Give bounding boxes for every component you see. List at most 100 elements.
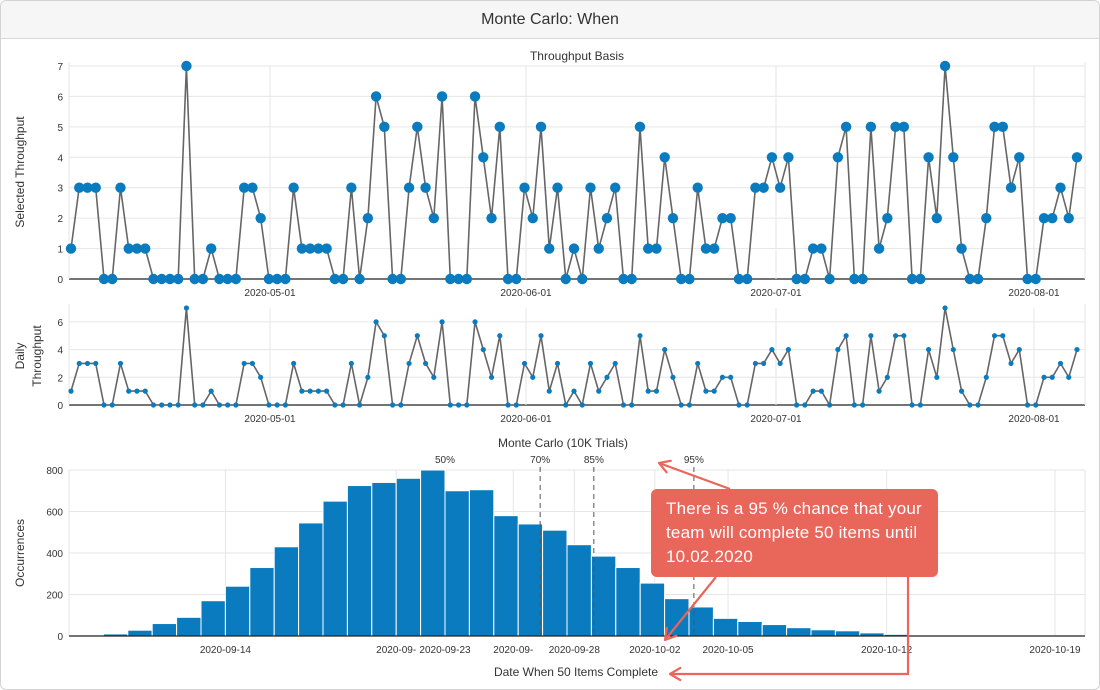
data-point <box>917 402 923 408</box>
y-tick-label: 400 <box>46 549 63 560</box>
y-tick-label: 3 <box>57 184 63 195</box>
data-point <box>1071 152 1083 163</box>
data-point <box>420 182 431 193</box>
data-point <box>766 152 778 163</box>
data-point <box>84 360 91 367</box>
chart-title: Throughput Basis <box>530 49 624 63</box>
data-point <box>840 121 852 133</box>
data-point <box>428 212 440 224</box>
histogram-bar <box>346 485 373 637</box>
y-axis-label: Selected Throughput <box>13 116 27 228</box>
data-point <box>1005 182 1017 193</box>
histogram-bar <box>786 627 812 637</box>
data-point <box>843 333 849 339</box>
data-point <box>942 305 948 311</box>
window-titlebar: Monte Carlo: When <box>1 1 1099 39</box>
histogram-bar <box>395 477 422 637</box>
data-point <box>337 273 349 285</box>
data-point <box>651 243 662 254</box>
data-point <box>939 60 951 72</box>
data-point <box>662 346 668 353</box>
data-point <box>1038 212 1050 224</box>
data-point <box>445 273 456 285</box>
data-point <box>381 333 387 339</box>
data-point <box>744 402 750 408</box>
data-point <box>131 243 143 254</box>
data-point <box>975 402 981 408</box>
data-point <box>876 388 882 394</box>
data-point <box>950 346 956 353</box>
data-point <box>909 402 915 408</box>
histogram-bar <box>664 598 690 637</box>
data-point <box>554 360 561 367</box>
data-point <box>436 91 448 102</box>
data-point <box>332 402 338 408</box>
data-point <box>964 273 976 285</box>
data-point <box>140 243 151 254</box>
data-point <box>282 402 288 408</box>
data-point <box>315 388 321 394</box>
data-point <box>810 388 816 394</box>
data-point <box>604 374 610 380</box>
data-point <box>645 388 651 394</box>
data-point <box>571 388 577 394</box>
data-point <box>925 346 932 353</box>
data-point <box>827 402 833 408</box>
data-point <box>725 212 736 224</box>
data-point <box>659 152 670 163</box>
data-point <box>329 273 341 285</box>
percentile-label: 85% <box>584 455 604 466</box>
data-point <box>175 402 181 408</box>
data-point <box>733 273 745 285</box>
data-point <box>868 333 874 339</box>
data-point <box>736 402 742 408</box>
data-point <box>1008 360 1014 367</box>
data-point <box>774 182 786 193</box>
data-point <box>494 121 505 133</box>
data-point <box>544 243 555 254</box>
data-point <box>233 402 239 408</box>
data-point <box>989 121 1000 133</box>
data-point <box>307 388 313 394</box>
data-point <box>148 273 159 285</box>
data-point <box>535 121 547 133</box>
histogram-bar <box>590 555 617 637</box>
data-point <box>538 333 544 339</box>
data-point <box>892 333 899 339</box>
histogram-bar <box>542 529 568 637</box>
y-tick-label: 2 <box>57 214 63 225</box>
data-point <box>222 273 233 285</box>
data-point <box>472 319 478 325</box>
data-point <box>678 402 684 408</box>
data-point <box>783 152 794 163</box>
data-point <box>882 212 893 224</box>
histogram-bar <box>761 624 788 637</box>
data-point <box>192 402 198 408</box>
data-point <box>362 212 374 224</box>
data-point <box>807 243 819 254</box>
x-tick-label: 2020-09-14 <box>200 645 252 656</box>
data-point <box>620 402 627 408</box>
data-point <box>1022 273 1033 285</box>
data-point <box>794 402 800 408</box>
data-point <box>601 212 613 224</box>
data-point <box>280 273 291 285</box>
y-tick-label: 1 <box>57 245 63 256</box>
data-point <box>414 333 420 339</box>
data-point <box>478 152 489 163</box>
data-point <box>901 333 907 339</box>
annotation-arrowhead <box>668 666 682 682</box>
data-point <box>274 402 280 408</box>
data-point <box>258 374 264 380</box>
y-tick-label: 5 <box>57 123 63 134</box>
data-point <box>1016 346 1022 353</box>
data-point <box>65 243 77 254</box>
data-point <box>972 273 984 285</box>
data-point <box>596 388 602 394</box>
data-point <box>752 360 759 367</box>
data-point <box>464 402 470 408</box>
x-tick-label: 2020-06-01 <box>500 288 552 299</box>
data-point <box>956 243 967 254</box>
data-point <box>511 273 522 285</box>
